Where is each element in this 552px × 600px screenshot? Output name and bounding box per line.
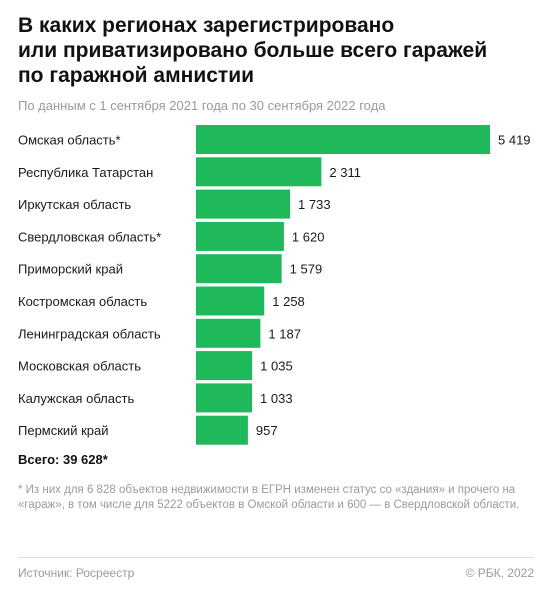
value-label: 957 bbox=[256, 423, 278, 438]
value-label: 5 419 bbox=[498, 133, 531, 148]
category-label: Приморский край bbox=[18, 262, 123, 277]
bar bbox=[196, 383, 253, 413]
category-label: Ленинградская область bbox=[18, 326, 161, 341]
footnote: * Из них для 6 828 объектов недвижимости… bbox=[18, 484, 520, 511]
value-label: 1 733 bbox=[298, 197, 331, 212]
footer: Источник: Росреестр © РБК, 2022 bbox=[18, 566, 534, 580]
bar bbox=[196, 157, 322, 187]
value-label: 1 258 bbox=[272, 294, 305, 309]
category-label: Московская область bbox=[18, 359, 141, 374]
footer-divider bbox=[18, 557, 534, 558]
bar-chart-svg: Омская область* 5 419 Республика Татарстан… bbox=[18, 125, 531, 445]
category-label: Костромская область bbox=[18, 294, 147, 309]
chart-title: В каких регионах зарегистрировано или пр… bbox=[18, 14, 488, 87]
source-label: Источник: Росреестр bbox=[18, 566, 135, 580]
bar bbox=[196, 189, 291, 219]
bar-chart: Омская область* 5 419 Республика Татарстан… bbox=[18, 125, 534, 445]
category-label: Иркутская область bbox=[18, 197, 131, 212]
value-label: 1 620 bbox=[292, 229, 325, 244]
value-label: 1 579 bbox=[290, 262, 323, 277]
bar bbox=[196, 286, 265, 316]
total-label: Всего: 39 628* bbox=[18, 452, 108, 467]
category-label: Республика Татарстан bbox=[18, 165, 153, 180]
category-label: Свердловская область* bbox=[18, 229, 161, 244]
bar bbox=[196, 318, 261, 348]
value-label: 1 187 bbox=[268, 326, 301, 341]
category-label: Пермский край bbox=[18, 423, 108, 438]
category-label: Калужская область bbox=[18, 391, 134, 406]
chart-subtitle: По данным с 1 сентября 2021 года по 30 с… bbox=[18, 98, 386, 113]
value-label: 1 035 bbox=[260, 359, 293, 374]
copyright-label: © РБК, 2022 bbox=[465, 566, 534, 580]
bar bbox=[196, 254, 282, 284]
bar bbox=[196, 415, 248, 445]
value-label: 1 033 bbox=[260, 391, 293, 406]
bar bbox=[196, 351, 253, 381]
value-label: 2 311 bbox=[329, 165, 361, 180]
bar bbox=[196, 125, 490, 154]
bar bbox=[196, 221, 284, 251]
category-label: Омская область* bbox=[18, 133, 121, 148]
